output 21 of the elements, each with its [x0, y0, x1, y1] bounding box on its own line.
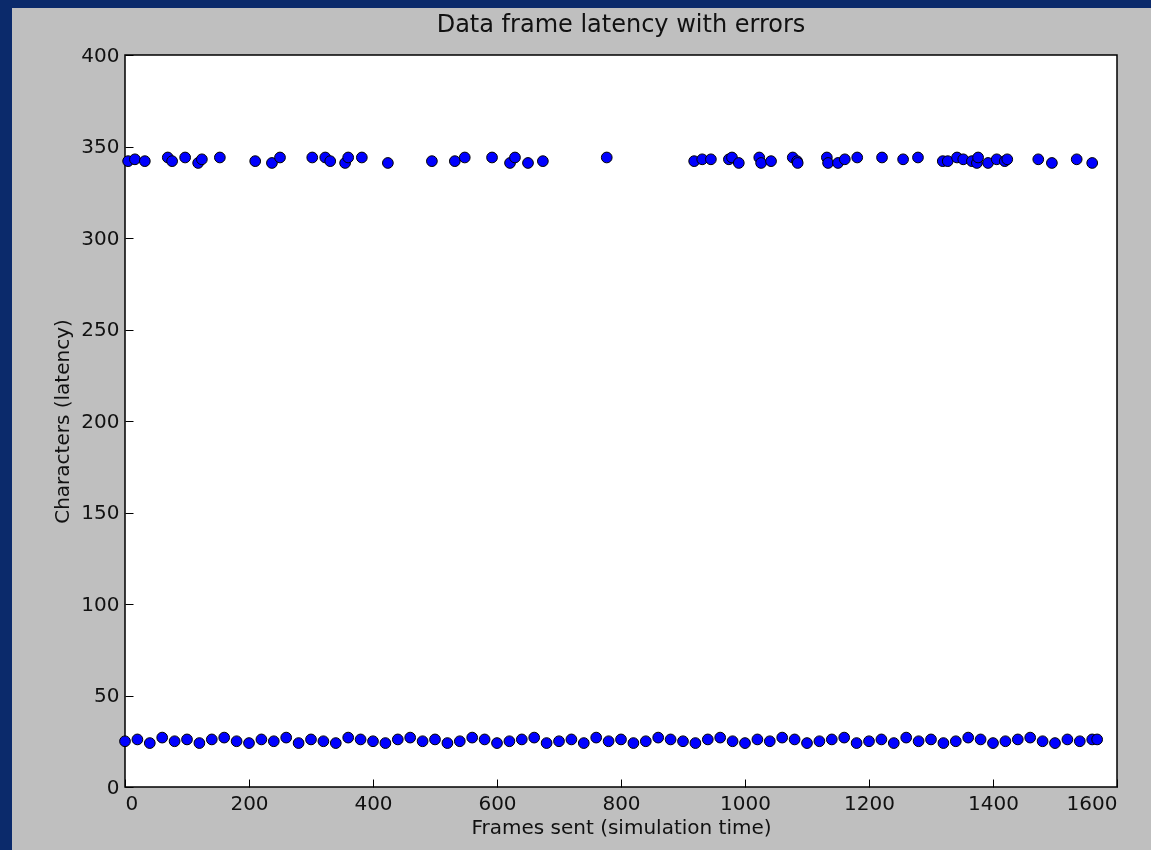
x-tick-label: 600 — [478, 790, 517, 815]
y-tick-label: 350 — [81, 134, 120, 158]
y-tick-label: 100 — [81, 591, 120, 616]
x-tick-label: 400 — [354, 790, 393, 815]
x-tick-label: 1400 — [968, 790, 1019, 815]
chart-title: Data frame latency with errors — [436, 10, 806, 38]
x-tick-label: 200 — [230, 790, 269, 815]
y-tick-label: 400 — [81, 42, 120, 67]
y-tick-label: 50 — [94, 683, 120, 707]
x-tick-label: 1200 — [844, 790, 895, 815]
y-tick-label: 150 — [81, 500, 120, 524]
x-axis-title: Frames sent (simulation time) — [471, 814, 772, 839]
y-tick-label: 250 — [81, 317, 120, 341]
x-tick-label: 0 — [125, 790, 139, 815]
x-tick-label: 800 — [602, 790, 641, 815]
y-tick-label: 0 — [106, 774, 120, 799]
x-tick-label: 1600 — [1066, 790, 1118, 815]
y-tick-label: 300 — [81, 225, 120, 250]
x-tick-label: 1000 — [720, 790, 771, 815]
y-axis-title: Characters (latency) — [50, 319, 75, 524]
y-tick-label: 200 — [81, 408, 120, 433]
